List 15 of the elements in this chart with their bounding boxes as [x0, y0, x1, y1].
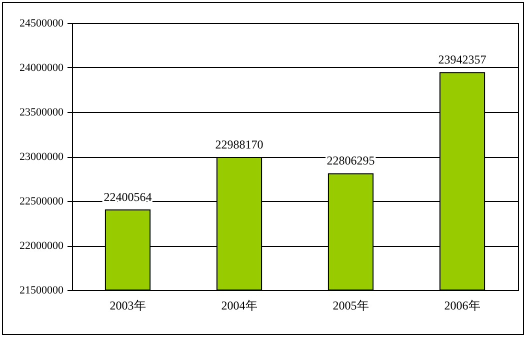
x-tick-label: 2005年 [332, 298, 369, 312]
x-tick-label: 2006年 [444, 298, 480, 312]
y-tick-label: 24000000 [20, 62, 64, 74]
data-label: 22400564 [104, 190, 152, 204]
x-tick-label: 2003年 [110, 298, 146, 312]
x-tick-label: 2004年 [221, 298, 258, 312]
y-tick-label: 23500000 [20, 106, 64, 118]
data-label: 22806295 [326, 154, 375, 168]
data-label: 22988170 [215, 138, 264, 152]
y-tick-label: 22500000 [20, 196, 64, 208]
y-tick-label: 23000000 [20, 151, 64, 163]
data-label: 23942357 [438, 52, 486, 67]
y-tick-label: 22000000 [20, 240, 64, 252]
y-tick-label: 24500000 [20, 18, 64, 30]
y-tick-label: 21500000 [20, 284, 64, 296]
